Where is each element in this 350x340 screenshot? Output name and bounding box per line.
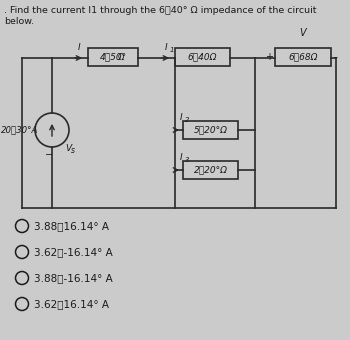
Text: I: I: [78, 43, 80, 52]
Text: I: I: [165, 43, 167, 52]
Text: 3.88␀-16.14° A: 3.88␀-16.14° A: [34, 273, 113, 283]
Text: 6␀68Ω: 6␀68Ω: [288, 52, 318, 62]
Text: 3.88␀16.14° A: 3.88␀16.14° A: [34, 221, 109, 231]
Text: 3.62␀-16.14° A: 3.62␀-16.14° A: [34, 247, 113, 257]
Bar: [183, 121, 238, 139]
Text: 6␀40Ω: 6␀40Ω: [188, 52, 217, 62]
Text: -: -: [333, 52, 337, 62]
Bar: [275, 48, 331, 66]
Text: 20␀30°A: 20␀30°A: [1, 125, 39, 135]
Bar: [183, 161, 238, 179]
Text: 2␀20°Ω: 2␀20°Ω: [194, 166, 228, 174]
Text: 5␀20°Ω: 5␀20°Ω: [194, 125, 228, 135]
Bar: [175, 48, 230, 66]
Text: 3: 3: [185, 157, 189, 163]
Text: Ω: Ω: [118, 53, 124, 63]
Bar: [88, 48, 138, 66]
Text: I: I: [180, 153, 182, 162]
Text: V: V: [65, 144, 71, 153]
Text: 1: 1: [170, 47, 175, 53]
Text: 4␀50°: 4␀50°: [99, 52, 127, 62]
Text: −: −: [45, 150, 53, 160]
Text: V: V: [300, 28, 306, 38]
Text: 2: 2: [185, 117, 189, 123]
Text: s: s: [71, 146, 75, 155]
Text: +: +: [265, 52, 273, 62]
Text: I: I: [180, 113, 182, 122]
Text: 3.62␀16.14° A: 3.62␀16.14° A: [34, 299, 109, 309]
Text: . Find the current I1 through the 6␀40° Ω impedance of the circuit: . Find the current I1 through the 6␀40° …: [4, 6, 316, 15]
Text: below.: below.: [4, 17, 34, 26]
